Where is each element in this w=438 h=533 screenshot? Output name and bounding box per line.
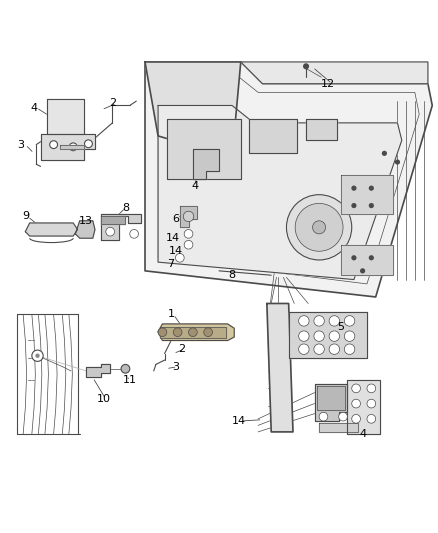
Circle shape xyxy=(184,240,193,249)
Circle shape xyxy=(130,230,138,238)
Text: 9: 9 xyxy=(22,212,29,221)
Circle shape xyxy=(314,316,324,326)
Text: 4: 4 xyxy=(191,181,198,191)
Polygon shape xyxy=(267,303,293,432)
Polygon shape xyxy=(145,62,241,158)
Circle shape xyxy=(369,203,374,208)
Circle shape xyxy=(313,221,325,234)
Polygon shape xyxy=(289,312,367,358)
Circle shape xyxy=(395,159,400,165)
Circle shape xyxy=(69,143,77,151)
Polygon shape xyxy=(145,62,432,297)
Polygon shape xyxy=(315,384,347,421)
Circle shape xyxy=(32,350,43,361)
Circle shape xyxy=(382,151,387,156)
Circle shape xyxy=(303,63,309,69)
Text: 4: 4 xyxy=(31,103,38,112)
Circle shape xyxy=(85,140,92,148)
Circle shape xyxy=(158,328,167,336)
Circle shape xyxy=(173,328,182,336)
Circle shape xyxy=(295,204,343,251)
Text: 6: 6 xyxy=(172,214,179,224)
Polygon shape xyxy=(180,206,197,228)
Polygon shape xyxy=(86,365,110,377)
Text: 14: 14 xyxy=(166,233,180,243)
Polygon shape xyxy=(158,106,402,279)
Circle shape xyxy=(314,344,324,354)
Circle shape xyxy=(367,399,376,408)
Circle shape xyxy=(106,228,115,236)
Polygon shape xyxy=(241,62,428,84)
Text: 12: 12 xyxy=(321,79,335,88)
Text: 7: 7 xyxy=(168,260,175,269)
Circle shape xyxy=(351,255,357,261)
Circle shape xyxy=(344,316,355,326)
Circle shape xyxy=(299,331,309,341)
Circle shape xyxy=(319,413,328,421)
Text: 1: 1 xyxy=(168,309,175,319)
Polygon shape xyxy=(160,327,226,338)
Circle shape xyxy=(121,365,130,373)
Polygon shape xyxy=(341,175,393,214)
Polygon shape xyxy=(47,99,84,134)
Polygon shape xyxy=(317,386,345,410)
Circle shape xyxy=(329,316,339,326)
Circle shape xyxy=(188,328,197,336)
Polygon shape xyxy=(60,144,84,149)
Circle shape xyxy=(351,185,357,191)
Text: 8: 8 xyxy=(229,270,236,280)
Text: 2: 2 xyxy=(178,344,186,354)
Polygon shape xyxy=(75,221,95,238)
Text: 14: 14 xyxy=(232,416,246,426)
Polygon shape xyxy=(158,324,234,341)
Circle shape xyxy=(367,384,376,393)
Circle shape xyxy=(184,230,193,238)
Circle shape xyxy=(299,316,309,326)
Circle shape xyxy=(49,141,57,149)
Polygon shape xyxy=(167,118,241,180)
Circle shape xyxy=(35,353,40,358)
Polygon shape xyxy=(347,379,380,434)
Polygon shape xyxy=(341,245,393,275)
Polygon shape xyxy=(102,214,141,240)
Polygon shape xyxy=(25,223,78,236)
Circle shape xyxy=(204,328,212,336)
Circle shape xyxy=(184,211,194,222)
Circle shape xyxy=(299,344,309,354)
Polygon shape xyxy=(250,118,297,154)
Text: 3: 3 xyxy=(172,361,179,372)
Circle shape xyxy=(369,255,374,261)
Polygon shape xyxy=(41,134,95,160)
Circle shape xyxy=(329,344,339,354)
Circle shape xyxy=(314,331,324,341)
Polygon shape xyxy=(193,149,219,180)
Circle shape xyxy=(339,413,347,421)
Circle shape xyxy=(360,268,365,273)
Text: 5: 5 xyxy=(337,322,344,333)
Polygon shape xyxy=(102,216,125,224)
Circle shape xyxy=(352,415,360,423)
Text: 11: 11 xyxy=(123,375,137,385)
Text: 13: 13 xyxy=(79,216,93,226)
Circle shape xyxy=(369,185,374,191)
Text: 14: 14 xyxy=(169,246,183,256)
Circle shape xyxy=(176,254,184,262)
Polygon shape xyxy=(319,423,358,432)
Circle shape xyxy=(352,399,360,408)
Text: 10: 10 xyxy=(97,394,111,404)
Circle shape xyxy=(329,331,339,341)
Circle shape xyxy=(352,384,360,393)
Polygon shape xyxy=(306,118,336,140)
Text: 8: 8 xyxy=(122,203,129,213)
Text: 4: 4 xyxy=(359,429,366,439)
Circle shape xyxy=(367,415,376,423)
Circle shape xyxy=(286,195,352,260)
Circle shape xyxy=(351,203,357,208)
Text: 2: 2 xyxy=(109,98,116,108)
Text: 3: 3 xyxy=(18,140,25,150)
Circle shape xyxy=(344,331,355,341)
Circle shape xyxy=(344,344,355,354)
